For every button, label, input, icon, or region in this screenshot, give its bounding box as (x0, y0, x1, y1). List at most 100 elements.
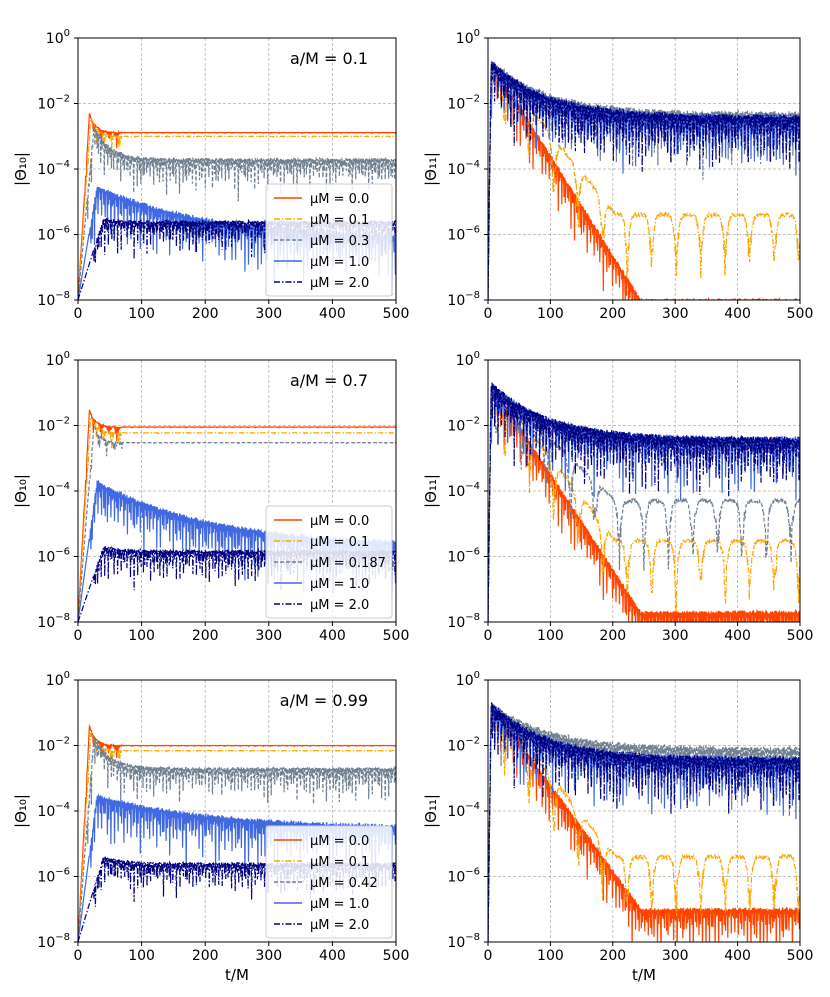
legend-label: μM = 0.42 (310, 876, 378, 891)
series-line-5 (488, 61, 800, 300)
y-axis-label: |Θ₁₁| (422, 152, 440, 186)
y-tick-label: 10−6 (37, 547, 70, 566)
series-line-4 (488, 62, 800, 300)
y-tick-label: 10−6 (447, 547, 480, 566)
series-line-5 (488, 382, 800, 622)
x-tick-label: 0 (74, 948, 83, 964)
x-tick-label: 200 (192, 306, 219, 322)
y-tick-label: 10−2 (447, 94, 480, 113)
y-tick-label: 10−6 (447, 867, 480, 886)
y-tick-label: 10−8 (37, 932, 70, 951)
y-tick-label: 10−8 (37, 290, 70, 309)
x-tick-label: 400 (724, 628, 751, 644)
y-tick-label: 100 (46, 28, 70, 47)
legend-label: μM = 0.187 (310, 556, 386, 571)
y-tick-label: 10−2 (447, 416, 480, 435)
x-tick-label: 500 (787, 306, 814, 322)
y-tick-label: 10−2 (37, 94, 70, 113)
series-line-2 (488, 60, 800, 300)
legend-box (265, 505, 393, 619)
x-tick-label: 500 (787, 628, 814, 644)
axes-frame (77, 37, 397, 301)
x-tick-label: 100 (128, 948, 155, 964)
legend-label: μM = 0.1 (310, 855, 369, 870)
series-line-5 (78, 855, 396, 942)
x-tick-label: 500 (383, 306, 410, 322)
series-line-3 (78, 425, 396, 622)
x-tick-label: 400 (724, 306, 751, 322)
axes-frame (77, 679, 397, 943)
legend-box (265, 825, 393, 939)
legend-box (265, 183, 393, 297)
x-tick-label: 400 (319, 306, 346, 322)
y-axis-label: |Θ₁₀| (12, 794, 30, 828)
x-tick-label: 400 (319, 628, 346, 644)
series-line-1 (488, 61, 800, 300)
x-tick-label: 0 (484, 628, 493, 644)
x-tick-label: 100 (128, 628, 155, 644)
y-tick-label: 10−4 (447, 801, 480, 820)
x-tick-label: 100 (537, 306, 564, 322)
spin-annotation: a/M = 0.7 (290, 371, 368, 390)
legend-label: μM = 2.0 (310, 276, 369, 291)
y-tick-label: 10−2 (447, 736, 480, 755)
y-axis-label: |Θ₁₀| (12, 152, 30, 186)
x-tick-label: 300 (255, 628, 282, 644)
panel-4: 0 100 200 300 400 500 10−8 10−6 10−4 10−2 100 |Θ₁₁| (422, 350, 813, 644)
y-tick-label: 10−8 (447, 290, 480, 309)
y-axis-label: |Θ₁₁| (422, 474, 440, 508)
y-tick-label: 10−6 (37, 225, 70, 244)
x-tick-label: 100 (537, 628, 564, 644)
legend-label: μM = 2.0 (310, 598, 369, 613)
y-axis-label: |Θ₁₀| (12, 474, 30, 508)
x-tick-label: 500 (383, 628, 410, 644)
series-line-1 (78, 408, 396, 622)
x-tick-label: 0 (74, 628, 83, 644)
x-tick-label: 100 (537, 948, 564, 964)
x-tick-label: 100 (128, 306, 155, 322)
y-tick-label: 10−8 (447, 932, 480, 951)
x-tick-label: 200 (599, 306, 626, 322)
x-tick-label: 400 (724, 948, 751, 964)
x-axis-label: t/M (225, 966, 249, 984)
y-tick-label: 10−4 (447, 481, 480, 500)
y-tick-label: 100 (456, 670, 480, 689)
legend-label: μM = 0.1 (310, 213, 369, 228)
series-line-1 (488, 702, 800, 942)
legend-label: μM = 1.0 (310, 577, 369, 592)
panel-1: 0 100 200 300 400 500 10−8 10−6 10−4 10−2 100 |Θ₁₀|… (12, 28, 409, 322)
x-tick-label: 500 (383, 948, 410, 964)
x-tick-label: 200 (192, 628, 219, 644)
series-line-4 (78, 793, 396, 942)
legend-label: μM = 0.0 (310, 514, 369, 529)
x-tick-label: 500 (787, 948, 814, 964)
panel-5: 0 100 200 300 400 500 10−8 10−6 10−4 10−2 100 |Θ₁₀|… (12, 670, 409, 984)
y-tick-label: 10−4 (37, 801, 70, 820)
y-tick-label: 10−4 (37, 481, 70, 500)
axes-frame (487, 679, 801, 943)
spin-annotation: a/M = 0.99 (280, 691, 368, 710)
legend-label: μM = 0.3 (310, 234, 369, 249)
series-line-5 (488, 700, 800, 942)
panel-3: 0 100 200 300 400 500 10−8 10−6 10−4 10−2 100 |Θ₁₀|… (12, 350, 409, 644)
y-tick-label: 10−2 (37, 736, 70, 755)
panel-6: 0 100 200 300 400 500 10−8 10−6 10−4 10−2 100 |Θ₁₁|… (422, 670, 813, 984)
series-line-2 (78, 731, 396, 942)
series-line-2 (488, 381, 800, 622)
y-tick-label: 10−8 (37, 612, 70, 631)
legend-label: μM = 0.0 (310, 834, 369, 849)
series-line-1 (488, 384, 800, 622)
axes-frame (487, 37, 801, 301)
series-line-4 (488, 702, 800, 942)
x-tick-label: 0 (484, 306, 493, 322)
series-line-3 (78, 735, 396, 942)
x-tick-label: 0 (74, 306, 83, 322)
series-line-1 (78, 113, 396, 300)
legend-label: μM = 0.1 (310, 535, 369, 550)
legend-label: μM = 1.0 (310, 897, 369, 912)
series-line-2 (78, 117, 396, 300)
x-tick-label: 300 (662, 948, 689, 964)
legend-label: μM = 2.0 (310, 918, 369, 933)
series-line-2 (78, 417, 396, 622)
